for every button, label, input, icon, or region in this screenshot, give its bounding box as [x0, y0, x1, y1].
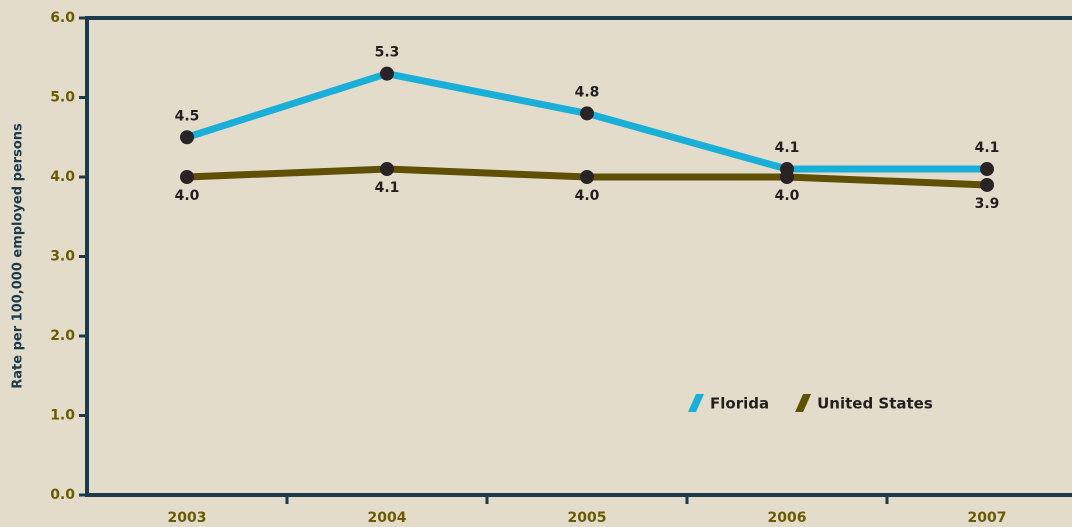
x-tick-label: 2003 — [168, 510, 207, 526]
y-tick-label: 3.0 — [50, 249, 75, 265]
legend-swatch — [688, 394, 704, 412]
data-label: 4.0 — [775, 188, 800, 204]
y-tick-label: 4.0 — [50, 169, 75, 185]
data-label: 4.1 — [975, 140, 1000, 156]
data-point — [580, 170, 594, 184]
data-label: 4.0 — [575, 188, 600, 204]
legend-label: United States — [817, 395, 933, 413]
y-tick-label: 6.0 — [50, 10, 75, 26]
data-label: 3.9 — [975, 196, 1000, 212]
data-point — [980, 162, 994, 177]
y-tick-label: 5.0 — [50, 90, 75, 106]
data-point — [380, 162, 394, 177]
x-tick-label: 2005 — [568, 510, 607, 526]
data-label: 4.5 — [175, 108, 200, 124]
y-tick-label: 2.0 — [50, 328, 75, 344]
data-point — [380, 66, 394, 81]
data-label: 5.3 — [375, 45, 400, 61]
x-tick-label: 2006 — [768, 510, 807, 526]
data-point — [980, 177, 994, 192]
x-tick-label: 2004 — [368, 510, 407, 526]
data-label: 4.8 — [575, 84, 600, 100]
data-point — [180, 130, 194, 145]
data-label: 4.1 — [775, 140, 800, 156]
y-tick-label: 0.0 — [50, 487, 75, 503]
data-label: 4.1 — [375, 180, 400, 196]
data-point — [580, 106, 594, 121]
data-label: 4.0 — [175, 188, 200, 204]
legend-label: Florida — [710, 395, 769, 413]
data-point — [180, 170, 194, 184]
data-point — [780, 170, 794, 184]
y-axis-label: Rate per 100,000 employed persons — [11, 123, 26, 389]
y-tick-label: 1.0 — [50, 408, 75, 424]
x-tick-label: 2007 — [968, 510, 1007, 526]
legend-swatch — [795, 394, 812, 412]
